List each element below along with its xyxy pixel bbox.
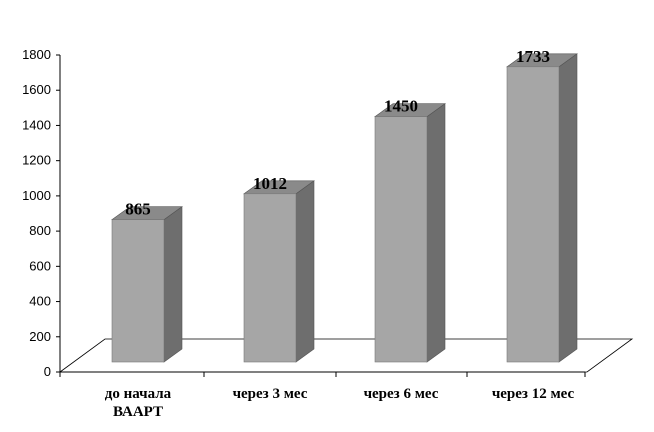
x-category-label: через 3 мес (233, 386, 308, 402)
x-category-label: через 6 мес (364, 386, 439, 402)
bar-front (374, 116, 428, 363)
x-category-label: до начала ВААРТ (105, 386, 172, 420)
y-tick-label: 1000 (22, 188, 51, 203)
bar (506, 53, 578, 363)
data-label: 865 (125, 200, 151, 219)
y-tick-label: 200 (29, 329, 51, 344)
bar-front (243, 193, 297, 363)
y-tick-label: 600 (29, 258, 51, 273)
bars (111, 53, 578, 363)
data-label: 1450 (384, 97, 418, 116)
labels: 865 1012 1450 1733 до начала ВААРТ через 3 мес… (105, 47, 575, 420)
bar-front (506, 66, 560, 363)
bar-side (426, 103, 446, 363)
y-tick-label: 1600 (22, 82, 51, 97)
floor-outline (58, 338, 634, 373)
bar-front (111, 219, 165, 363)
data-label: 1733 (516, 47, 550, 66)
bar-side (295, 180, 315, 363)
x-category-label: через 12 мес (492, 386, 575, 402)
data-label: 1012 (253, 174, 287, 193)
bar-side (163, 206, 183, 363)
chart-floor (58, 338, 634, 373)
y-tick-label: 1800 (22, 47, 51, 62)
y-tick-label: 1200 (22, 153, 51, 168)
bar (111, 206, 183, 363)
bar (374, 103, 446, 363)
bar (243, 180, 315, 363)
y-tick-label: 800 (29, 223, 51, 238)
y-tick-label: 400 (29, 294, 51, 309)
axes: 0 200 400 600 800 1000 1200 1400 1600 1800 (22, 47, 586, 379)
y-tick-label: 1400 (22, 117, 51, 132)
bar-side (558, 53, 578, 363)
y-tick-label: 0 (44, 364, 51, 379)
